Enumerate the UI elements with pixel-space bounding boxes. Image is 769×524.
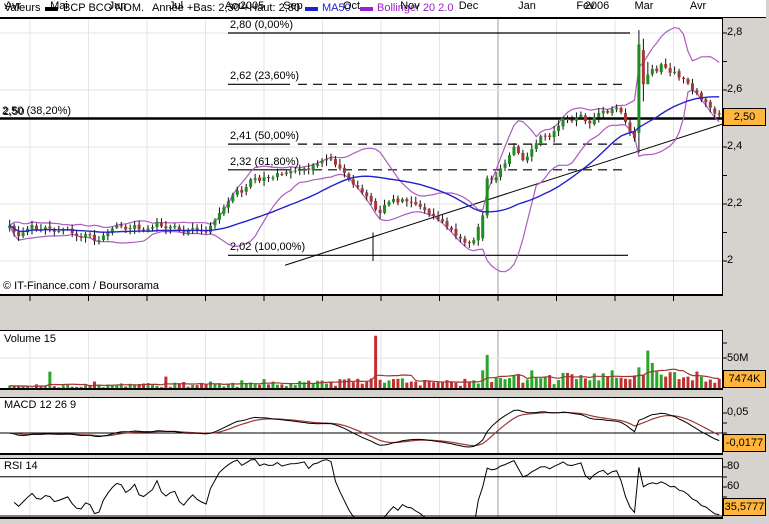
x-axis-month-label: Oct [342, 0, 361, 12]
x-axis-month-label: Aou [224, 0, 245, 12]
legend-year-range: Année +Bas: 2,30 +Haut: 2,80 [152, 2, 301, 14]
price-axis-tick: 2 [727, 254, 734, 266]
copyright-label: © IT-Finance.com / Boursorama [3, 280, 160, 292]
rsi-axis-tick: 60 [727, 480, 740, 492]
fib-level-label: 2,41 (50,00%) [230, 130, 300, 143]
legend-bollinger-label: Bollinger 20 2.0 [377, 2, 454, 14]
macd-badge: -0,0177 [723, 434, 766, 452]
volume-panel-title: Volume 15 [4, 333, 56, 345]
macd-panel-title: MACD 12 26 9 [4, 399, 77, 411]
legend-bar: Valeurs BCP BCO NOM. Année +Bas: 2,30 +H… [0, 0, 766, 17]
x-axis-month-label: Avr [4, 0, 22, 12]
price-axis-tick: 2,6 [727, 83, 743, 95]
rsi-axis-tick: 80 [727, 460, 740, 472]
rsi-panel-title: RSI 14 [4, 460, 38, 472]
fib-level-label: 2,32 (61,80%) [230, 155, 300, 168]
x-axis-month-label: Mar [634, 0, 654, 12]
legend-ma50-label: MA50 [322, 2, 351, 14]
x-axis-month-label: Nov [400, 0, 420, 12]
x-axis-month-label: Dec [458, 0, 479, 12]
x-axis-month-label: Jun [108, 0, 127, 12]
legend-series-name: BCP BCO NOM. [63, 2, 145, 14]
price-axis-tick: 2,4 [727, 140, 743, 152]
price-level-left-label: 2,50 [3, 106, 25, 118]
volume-axis-tick: 50M [727, 352, 749, 364]
x-axis-year-label: 2005 [239, 0, 265, 12]
x-axis-month-label: Jul [168, 0, 184, 12]
price-axis-tick: 2,8 [727, 26, 743, 38]
fib-level-label: 2,62 (23,60%) [230, 70, 300, 83]
price-axis-tick: 2,2 [727, 197, 743, 209]
x-axis-month-label: Avr [689, 0, 707, 12]
price-series-swatch-icon [45, 7, 58, 11]
bollinger-swatch-icon [360, 7, 373, 11]
volume-badge: 7474K [723, 370, 766, 388]
x-axis-month-label: Mai [50, 0, 68, 12]
x-axis-month-label: Jan [518, 0, 536, 12]
ma50-swatch-icon [305, 7, 318, 11]
x-axis-month-label: Sep [283, 0, 303, 12]
fib-level-label: 2,80 (0,00%) [230, 19, 293, 31]
legend-valeurs-label: Valeurs [4, 2, 41, 14]
fib-level-label: 2,02 (100,00%) [230, 241, 306, 254]
last-price-badge: 2,50 [723, 108, 766, 126]
fib-level-label: 2,50 (38,20%) [2, 104, 72, 117]
macd-axis-tick: 0,05 [727, 406, 749, 418]
x-axis-month-label: Fev [576, 0, 595, 12]
rsi-badge: 35,5777 [723, 498, 766, 516]
x-axis-year-label: 2006 [584, 0, 610, 12]
